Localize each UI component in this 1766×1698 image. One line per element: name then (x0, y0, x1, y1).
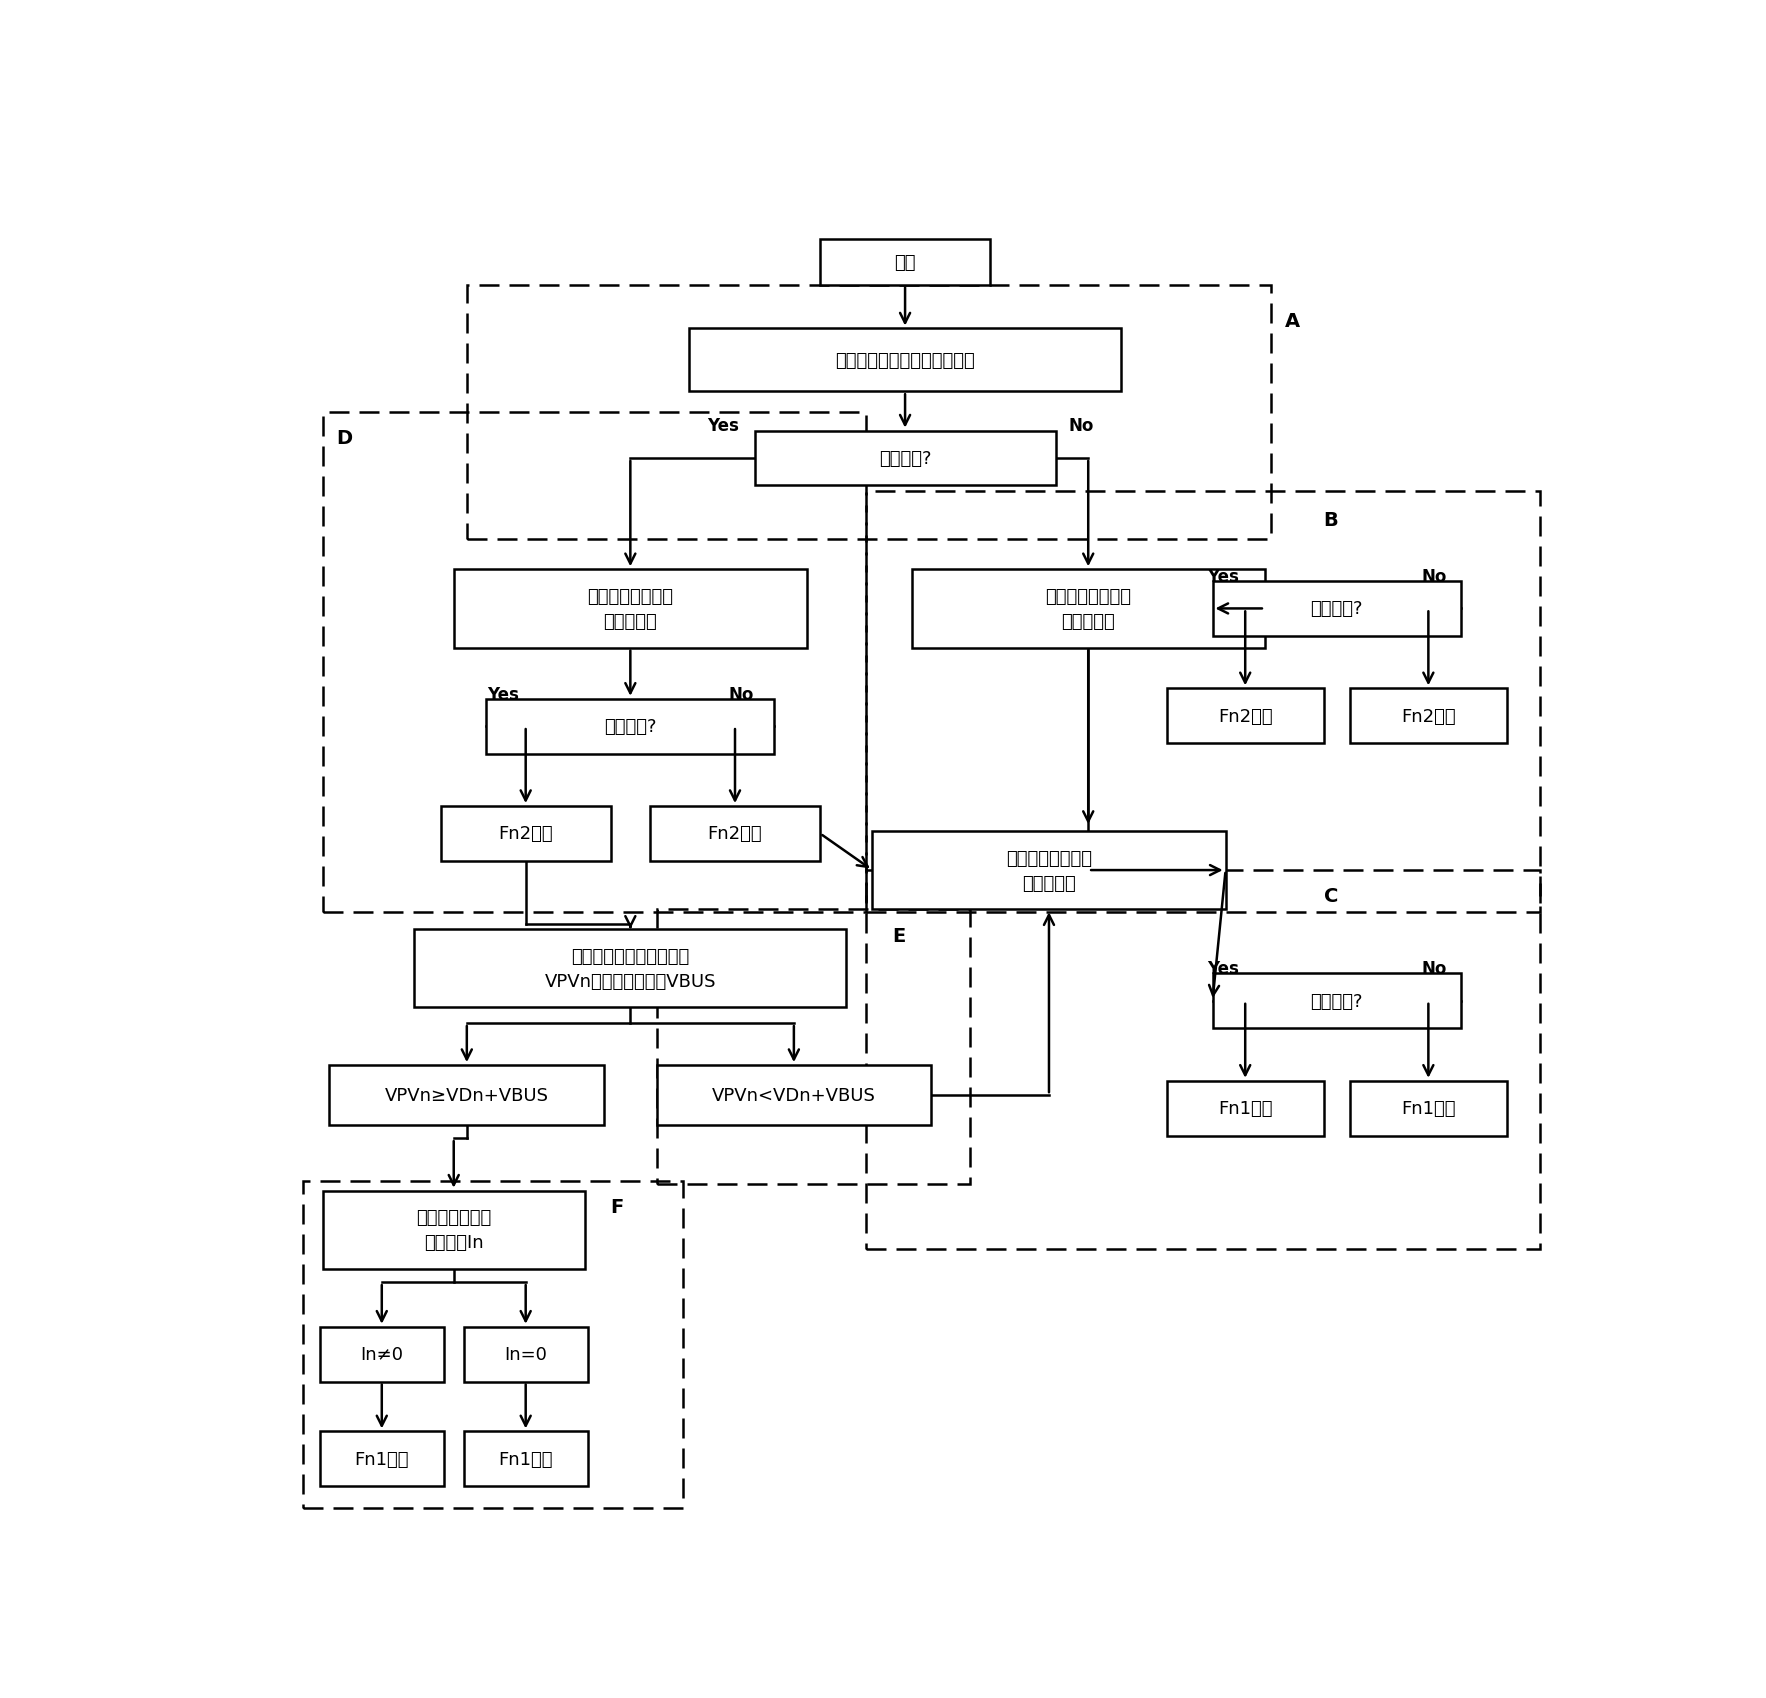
Text: D: D (336, 428, 351, 448)
Text: Yes: Yes (487, 686, 519, 703)
Bar (872, 832, 1226, 910)
Text: In≠0: In≠0 (360, 1345, 403, 1363)
Bar (865, 871, 1540, 1250)
Bar (442, 807, 611, 861)
Text: 开始: 开始 (894, 253, 917, 272)
Bar (1213, 975, 1460, 1029)
Bar (463, 1431, 588, 1486)
Text: C: C (1324, 886, 1339, 905)
Text: Fn2故障: Fn2故障 (1400, 708, 1455, 725)
Text: No: No (1068, 418, 1093, 435)
Text: E: E (892, 927, 906, 946)
Text: Fn1故障: Fn1故障 (498, 1450, 553, 1467)
Text: VPVn<VDn+VBUS: VPVn<VDn+VBUS (712, 1087, 876, 1104)
Text: No: No (1422, 959, 1446, 978)
Bar (657, 910, 971, 1185)
Text: Fn1正常: Fn1正常 (1219, 1100, 1273, 1117)
Bar (304, 1182, 683, 1508)
Text: 检测光伏电池的输入电压信号: 检测光伏电池的输入电压信号 (835, 351, 975, 370)
Bar (323, 413, 865, 912)
Text: Yes: Yes (1206, 959, 1238, 978)
Text: 检测光伏电池的
输入电流In: 检测光伏电池的 输入电流In (417, 1209, 491, 1251)
Text: Yes: Yes (1206, 567, 1238, 586)
Text: In=0: In=0 (505, 1345, 547, 1363)
Bar (454, 571, 807, 649)
Text: 检测第一检测电路
的输出信号: 检测第一检测电路 的输出信号 (588, 588, 673, 630)
Text: No: No (728, 686, 754, 703)
Text: B: B (1324, 511, 1339, 530)
Bar (819, 239, 991, 285)
Text: Fn2正常: Fn2正常 (1219, 708, 1273, 725)
Text: 有无电流?: 有无电流? (604, 718, 657, 735)
Text: 有无电压?: 有无电压? (879, 450, 931, 467)
Text: F: F (611, 1197, 623, 1216)
Bar (865, 491, 1540, 912)
Bar (1167, 1082, 1324, 1136)
Bar (320, 1431, 443, 1486)
Text: Fn2正常: Fn2正常 (498, 825, 553, 842)
Text: Fn2故障: Fn2故障 (708, 825, 763, 842)
Text: VPVn≥VDn+VBUS: VPVn≥VDn+VBUS (385, 1087, 549, 1104)
Bar (415, 929, 846, 1009)
Bar (657, 1065, 931, 1126)
Text: 有无电流?: 有无电流? (1310, 992, 1363, 1010)
Bar (689, 329, 1121, 392)
Text: Fn1故障: Fn1故障 (1400, 1100, 1455, 1117)
Bar (754, 431, 1056, 486)
Bar (486, 700, 774, 754)
Text: 检测第三检测电路
的输出信号: 检测第三检测电路 的输出信号 (1045, 588, 1132, 630)
Bar (1349, 689, 1506, 744)
Text: Yes: Yes (706, 418, 738, 435)
Bar (466, 287, 1272, 540)
Bar (911, 571, 1264, 649)
Text: No: No (1422, 567, 1446, 586)
Bar (463, 1326, 588, 1382)
Text: 有无电流?: 有无电流? (1310, 599, 1363, 618)
Text: 检测第二检测电路
的输出信号: 检测第二检测电路 的输出信号 (1007, 849, 1091, 891)
Bar (330, 1065, 604, 1126)
Bar (320, 1326, 443, 1382)
Bar (650, 807, 819, 861)
Bar (1349, 1082, 1506, 1136)
Text: Fn1正常: Fn1正常 (355, 1450, 410, 1467)
Bar (1167, 689, 1324, 744)
Bar (1213, 582, 1460, 637)
Bar (323, 1190, 585, 1270)
Text: A: A (1284, 312, 1300, 331)
Text: 采样光伏电池串输入电压
VPVn和汇流母线电压VBUS: 采样光伏电池串输入电压 VPVn和汇流母线电压VBUS (544, 947, 715, 990)
